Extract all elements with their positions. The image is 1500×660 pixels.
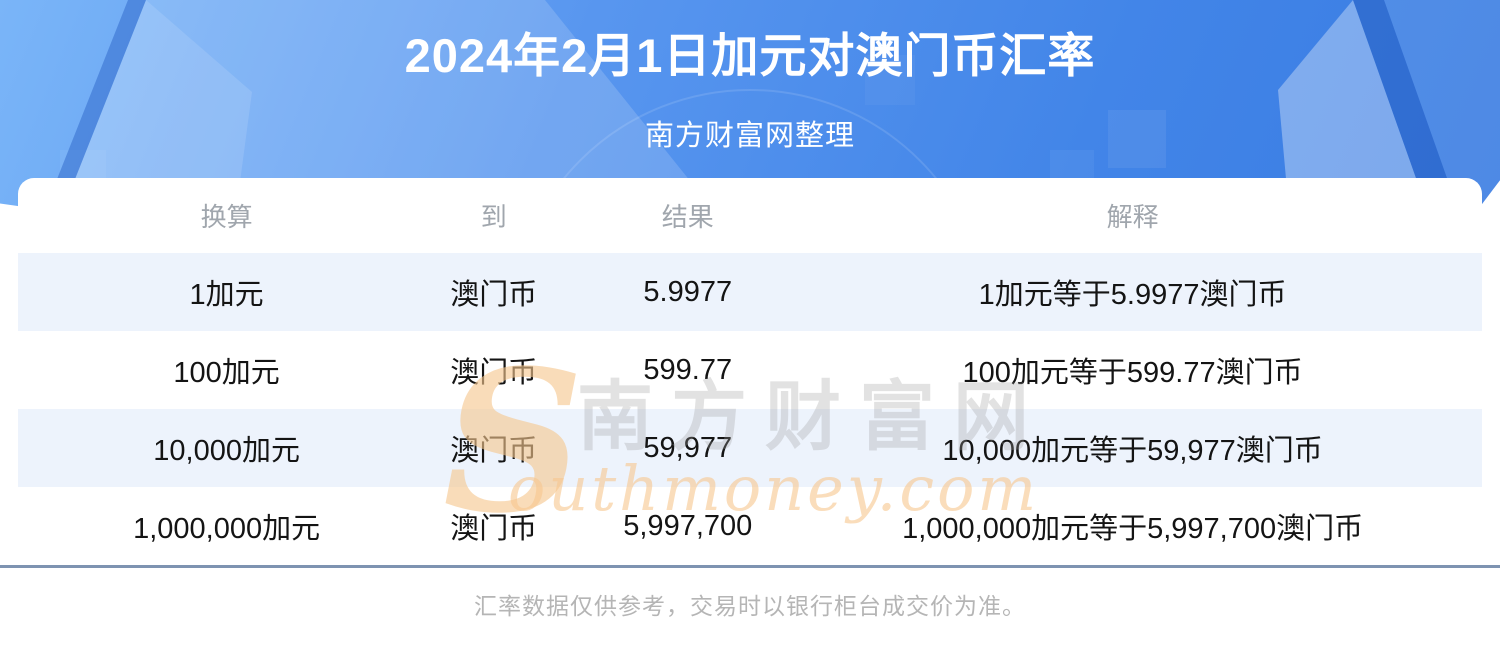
deco-left-prism-icon	[62, 0, 715, 212]
table-row: 1加元 澳门币 5.9977 1加元等于5.9977澳门币	[18, 253, 1482, 331]
column-header-convert: 换算	[200, 202, 253, 232]
deco-left-prism-face-icon	[62, 0, 252, 212]
deco-right-prism-icon	[1278, 0, 1428, 212]
deco-square-icon	[1108, 110, 1166, 168]
table-row: 10,000加元 澳门币 59,977 10,000加元等于59,977澳门币	[18, 409, 1482, 487]
cell-result: 5,997,700	[623, 509, 753, 542]
column-header-result: 结果	[661, 202, 714, 232]
cell-explanation: 10,000加元等于59,977澳门币	[942, 435, 1323, 467]
rate-card: 换算 到 结果 解释 1加元 澳门币 5.9977 1加元等于5.9977澳门币…	[18, 178, 1482, 565]
rate-table: 换算 到 结果 解释 1加元 澳门币 5.9977 1加元等于5.9977澳门币…	[18, 178, 1482, 565]
deco-right-edge-icon	[1353, 0, 1459, 212]
cell-amount: 1,000,000加元	[133, 513, 321, 545]
cell-to-currency: 澳门币	[450, 357, 538, 389]
cell-explanation: 1,000,000加元等于5,997,700澳门币	[902, 513, 1364, 545]
cell-explanation: 1加元等于5.9977澳门币	[978, 279, 1287, 311]
cell-result: 5.9977	[643, 275, 733, 308]
cell-to-currency: 澳门币	[450, 279, 538, 311]
column-header-explanation: 解释	[1106, 202, 1159, 232]
divider-line	[0, 565, 1500, 568]
hero-banner: 2024年2月1日加元对澳门币汇率 南方财富网整理	[0, 0, 1500, 212]
page-title: 2024年2月1日加元对澳门币汇率	[404, 29, 1096, 82]
table-header-row: 换算 到 结果 解释	[18, 178, 1482, 253]
cell-amount: 100加元	[173, 357, 280, 389]
cell-to-currency: 澳门币	[450, 435, 538, 467]
hero-decoration-shapes	[44, 0, 1500, 212]
cell-result: 599.77	[643, 353, 733, 386]
cell-amount: 10,000加元	[153, 435, 300, 467]
cell-result: 59,977	[643, 431, 733, 464]
deco-square-icon	[865, 55, 915, 105]
deco-right-face-icon	[1384, 0, 1500, 212]
deco-arc-icon	[509, 89, 991, 212]
table-row: 100加元 澳门币 599.77 100加元等于599.77澳门币	[18, 331, 1482, 409]
column-header-to: 到	[480, 202, 507, 232]
page-subtitle: 南方财富网整理	[644, 119, 855, 152]
deco-left-beam-icon	[44, 0, 146, 212]
footer-disclaimer: 汇率数据仅供参考，交易时以银行柜台成交价为准。	[474, 593, 1026, 619]
cell-explanation: 100加元等于599.77澳门币	[962, 357, 1303, 389]
cell-to-currency: 澳门币	[450, 513, 538, 545]
table-row: 1,000,000加元 澳门币 5,997,700 1,000,000加元等于5…	[18, 487, 1482, 565]
cell-amount: 1加元	[189, 279, 264, 311]
